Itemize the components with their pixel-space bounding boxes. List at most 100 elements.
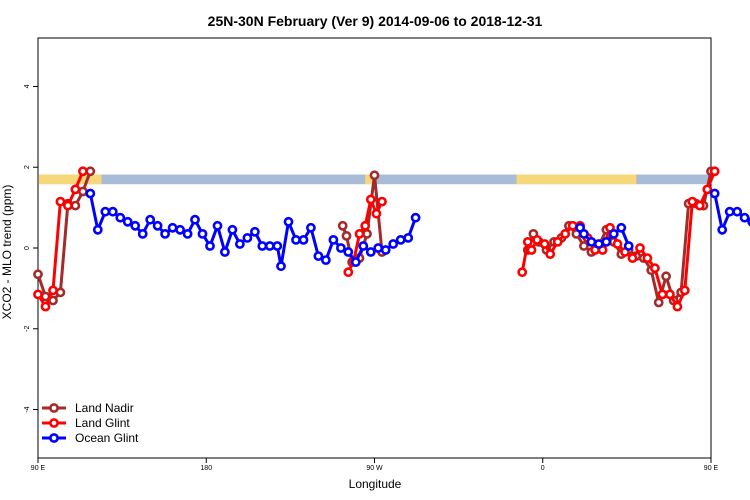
data-point [343, 247, 354, 257]
data-point [362, 228, 372, 239]
data-point [388, 239, 399, 249]
x-tick-label: 180 [200, 465, 212, 472]
data-point [85, 188, 96, 199]
series-land-glint [33, 166, 720, 312]
data-point [623, 241, 634, 251]
data-point [732, 206, 743, 217]
legend-label: Land Nadir [75, 401, 134, 415]
data-point [522, 236, 533, 247]
y-axis-label: XCO2 - MLO trend (ppm) [0, 185, 14, 320]
data-point [212, 220, 223, 231]
data-point [560, 228, 571, 239]
data-point [92, 224, 103, 235]
data-point [360, 220, 371, 231]
data-point [377, 196, 387, 207]
data-point [328, 234, 339, 245]
legend-swatch-marker [49, 418, 59, 428]
data-point [242, 232, 253, 243]
legend-swatch-marker [49, 403, 59, 413]
data-point [145, 214, 156, 225]
data-point [40, 301, 51, 312]
data-point [694, 200, 705, 211]
data-point [283, 216, 294, 227]
data-point [650, 263, 660, 274]
y-tick-label: 0 [24, 246, 31, 250]
data-point [343, 267, 354, 278]
data-point [593, 239, 604, 249]
data-point [219, 247, 230, 257]
x-tick-label: 0 [541, 465, 545, 472]
chart-title: 25N-30N February (Ver 9) 2014-09-06 to 2… [208, 13, 543, 29]
data-point [365, 194, 376, 205]
x-axis-label: Longitude [349, 477, 402, 491]
data-point [122, 216, 133, 227]
data-point [661, 271, 671, 282]
data-point [160, 228, 170, 239]
data-point [78, 186, 88, 197]
data-point [608, 228, 619, 239]
data-point [612, 239, 623, 249]
data-point [739, 212, 750, 223]
data-point [257, 241, 268, 251]
data-point [276, 261, 286, 272]
data-point [63, 200, 73, 211]
axes: 90 E 180 90 W 0 90 E -4 -2 0 2 4 [24, 84, 719, 472]
data-point [642, 253, 653, 263]
data-point [358, 241, 369, 251]
x-tick-label: 90 W [366, 465, 383, 472]
data-point [517, 267, 528, 278]
data-point [70, 184, 81, 195]
data-point [249, 226, 260, 237]
data-point [679, 285, 690, 296]
data-point [635, 243, 645, 253]
y-tick-label: 2 [24, 165, 31, 169]
data-point [55, 196, 66, 207]
y-tick-label: -2 [24, 326, 31, 332]
data-point [33, 269, 43, 280]
data-point [552, 236, 563, 247]
data-point [205, 241, 215, 251]
data-point [403, 232, 414, 243]
data-point [305, 222, 316, 233]
data-point [672, 301, 683, 312]
data-point [724, 206, 735, 217]
legend-label: Ocean Glint [75, 431, 139, 445]
data-point [33, 289, 43, 300]
data-point [272, 241, 283, 251]
land-strip-segment [516, 174, 637, 185]
data-point [70, 200, 81, 211]
data-point [130, 220, 141, 231]
x-tick-label: 90 E [31, 465, 46, 472]
series-ocean-glint [575, 188, 750, 251]
data-point [579, 228, 589, 239]
y-tick-label: -4 [24, 406, 31, 412]
data-point [373, 243, 384, 253]
data-point [175, 224, 185, 235]
data-point [526, 245, 537, 255]
data-point [380, 245, 391, 255]
data-point [167, 222, 178, 233]
data-point [627, 253, 638, 263]
data-point [298, 234, 309, 245]
data-point [78, 166, 88, 177]
data-point [182, 228, 193, 239]
data-point [371, 208, 382, 219]
land-strip-segment [39, 174, 102, 185]
data-point [115, 212, 126, 223]
data-point [616, 222, 627, 233]
data-point [137, 228, 148, 239]
data-point [264, 241, 275, 251]
data-point [369, 170, 380, 181]
data-point [395, 234, 406, 245]
y-tick-label: 4 [24, 84, 31, 88]
data-point [234, 239, 245, 249]
data-point [107, 206, 118, 217]
data-point [197, 228, 208, 239]
data-point [539, 239, 550, 249]
data-point [48, 285, 58, 296]
data-point [709, 188, 720, 199]
data-point [320, 255, 331, 265]
data-point [702, 184, 713, 195]
